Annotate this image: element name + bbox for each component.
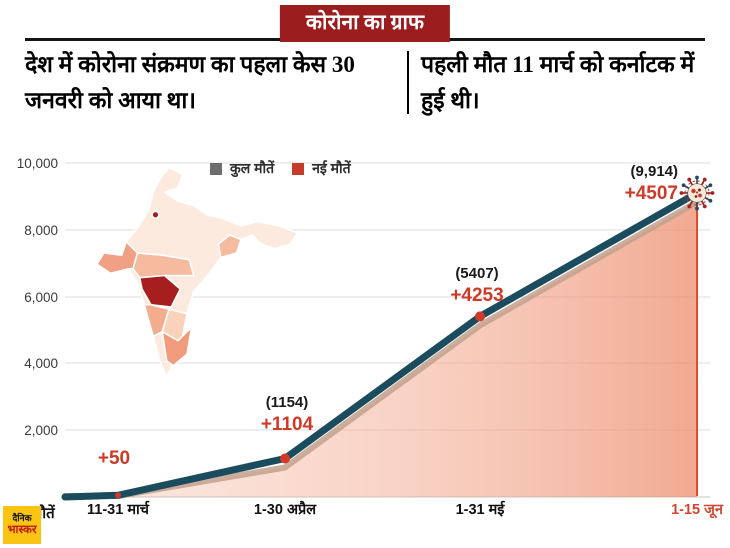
xlabel-june: 1-15 जून bbox=[671, 502, 723, 518]
xlabel-april: 1-30 अप्रैल bbox=[253, 502, 317, 518]
annotation-may-new: +4253 bbox=[450, 284, 504, 306]
intro-column-divider bbox=[407, 51, 409, 115]
ytick-2000: 2,000 bbox=[24, 423, 58, 438]
legend-new-swatch bbox=[292, 162, 305, 175]
data-dot bbox=[115, 492, 121, 499]
annotation-april-total: (1154) bbox=[265, 394, 309, 411]
page-title: कोरोना का ग्राफ bbox=[279, 5, 451, 42]
brand-logo: दैनिक भास्कर bbox=[3, 506, 41, 544]
annotation-june: (9,914) +4507 bbox=[586, 163, 678, 206]
ytick-6000: 6,000 bbox=[24, 290, 58, 305]
ytick-10000: 10,000 bbox=[16, 156, 58, 171]
annotation-april: (1154) +1104 bbox=[242, 394, 332, 437]
brand-logo-line1: दैनिक bbox=[12, 512, 32, 523]
legend-total-swatch bbox=[210, 162, 222, 175]
xlabel-march: 11-31 मार्च bbox=[87, 502, 149, 518]
annotation-march: +50 bbox=[82, 447, 146, 471]
new-deaths-area bbox=[65, 202, 697, 497]
state-tamilnadu bbox=[161, 326, 193, 367]
india-outline bbox=[96, 166, 299, 378]
page-title-text: कोरोना का ग्राफ bbox=[305, 10, 425, 34]
xlabel-may: 1-31 मई bbox=[455, 502, 505, 518]
data-dot bbox=[280, 453, 290, 464]
annotation-may: (5407) +4253 bbox=[430, 265, 524, 308]
ytick-8000: 8,000 bbox=[24, 223, 58, 238]
intro-left-text: देश में कोरोना संक्रमण का पहला केस 30 जन… bbox=[25, 52, 355, 113]
annotation-march-new: +50 bbox=[97, 448, 131, 469]
legend-total-label: कुल मौतें bbox=[230, 160, 275, 176]
brand-logo-line2: भास्कर bbox=[7, 523, 37, 536]
ytick-4000: 4,000 bbox=[24, 356, 58, 371]
annotation-june-new: +4507 bbox=[624, 182, 678, 204]
annotation-june-total: (9,914) bbox=[630, 163, 678, 180]
virus-icon bbox=[679, 175, 715, 211]
intro-section: देश में कोरोना संक्रमण का पहला केस 30 जन… bbox=[25, 47, 707, 118]
state-delhi bbox=[151, 210, 160, 219]
annotation-may-total: (5407) bbox=[455, 265, 499, 282]
data-points bbox=[115, 311, 485, 499]
india-map bbox=[96, 166, 299, 378]
legend-new-label: नई मौतें bbox=[312, 160, 351, 176]
annotation-april-new: +1104 bbox=[260, 413, 314, 435]
intro-right-text: पहली मौत 11 मार्च को कर्नाटक में हुई थी। bbox=[421, 52, 695, 113]
data-dot bbox=[475, 311, 485, 322]
state-maharashtra bbox=[138, 274, 182, 308]
state-bengal bbox=[217, 234, 242, 259]
chart-legend: कुल मौतें नई मौतें bbox=[210, 159, 361, 178]
state-gujarat bbox=[96, 240, 139, 275]
